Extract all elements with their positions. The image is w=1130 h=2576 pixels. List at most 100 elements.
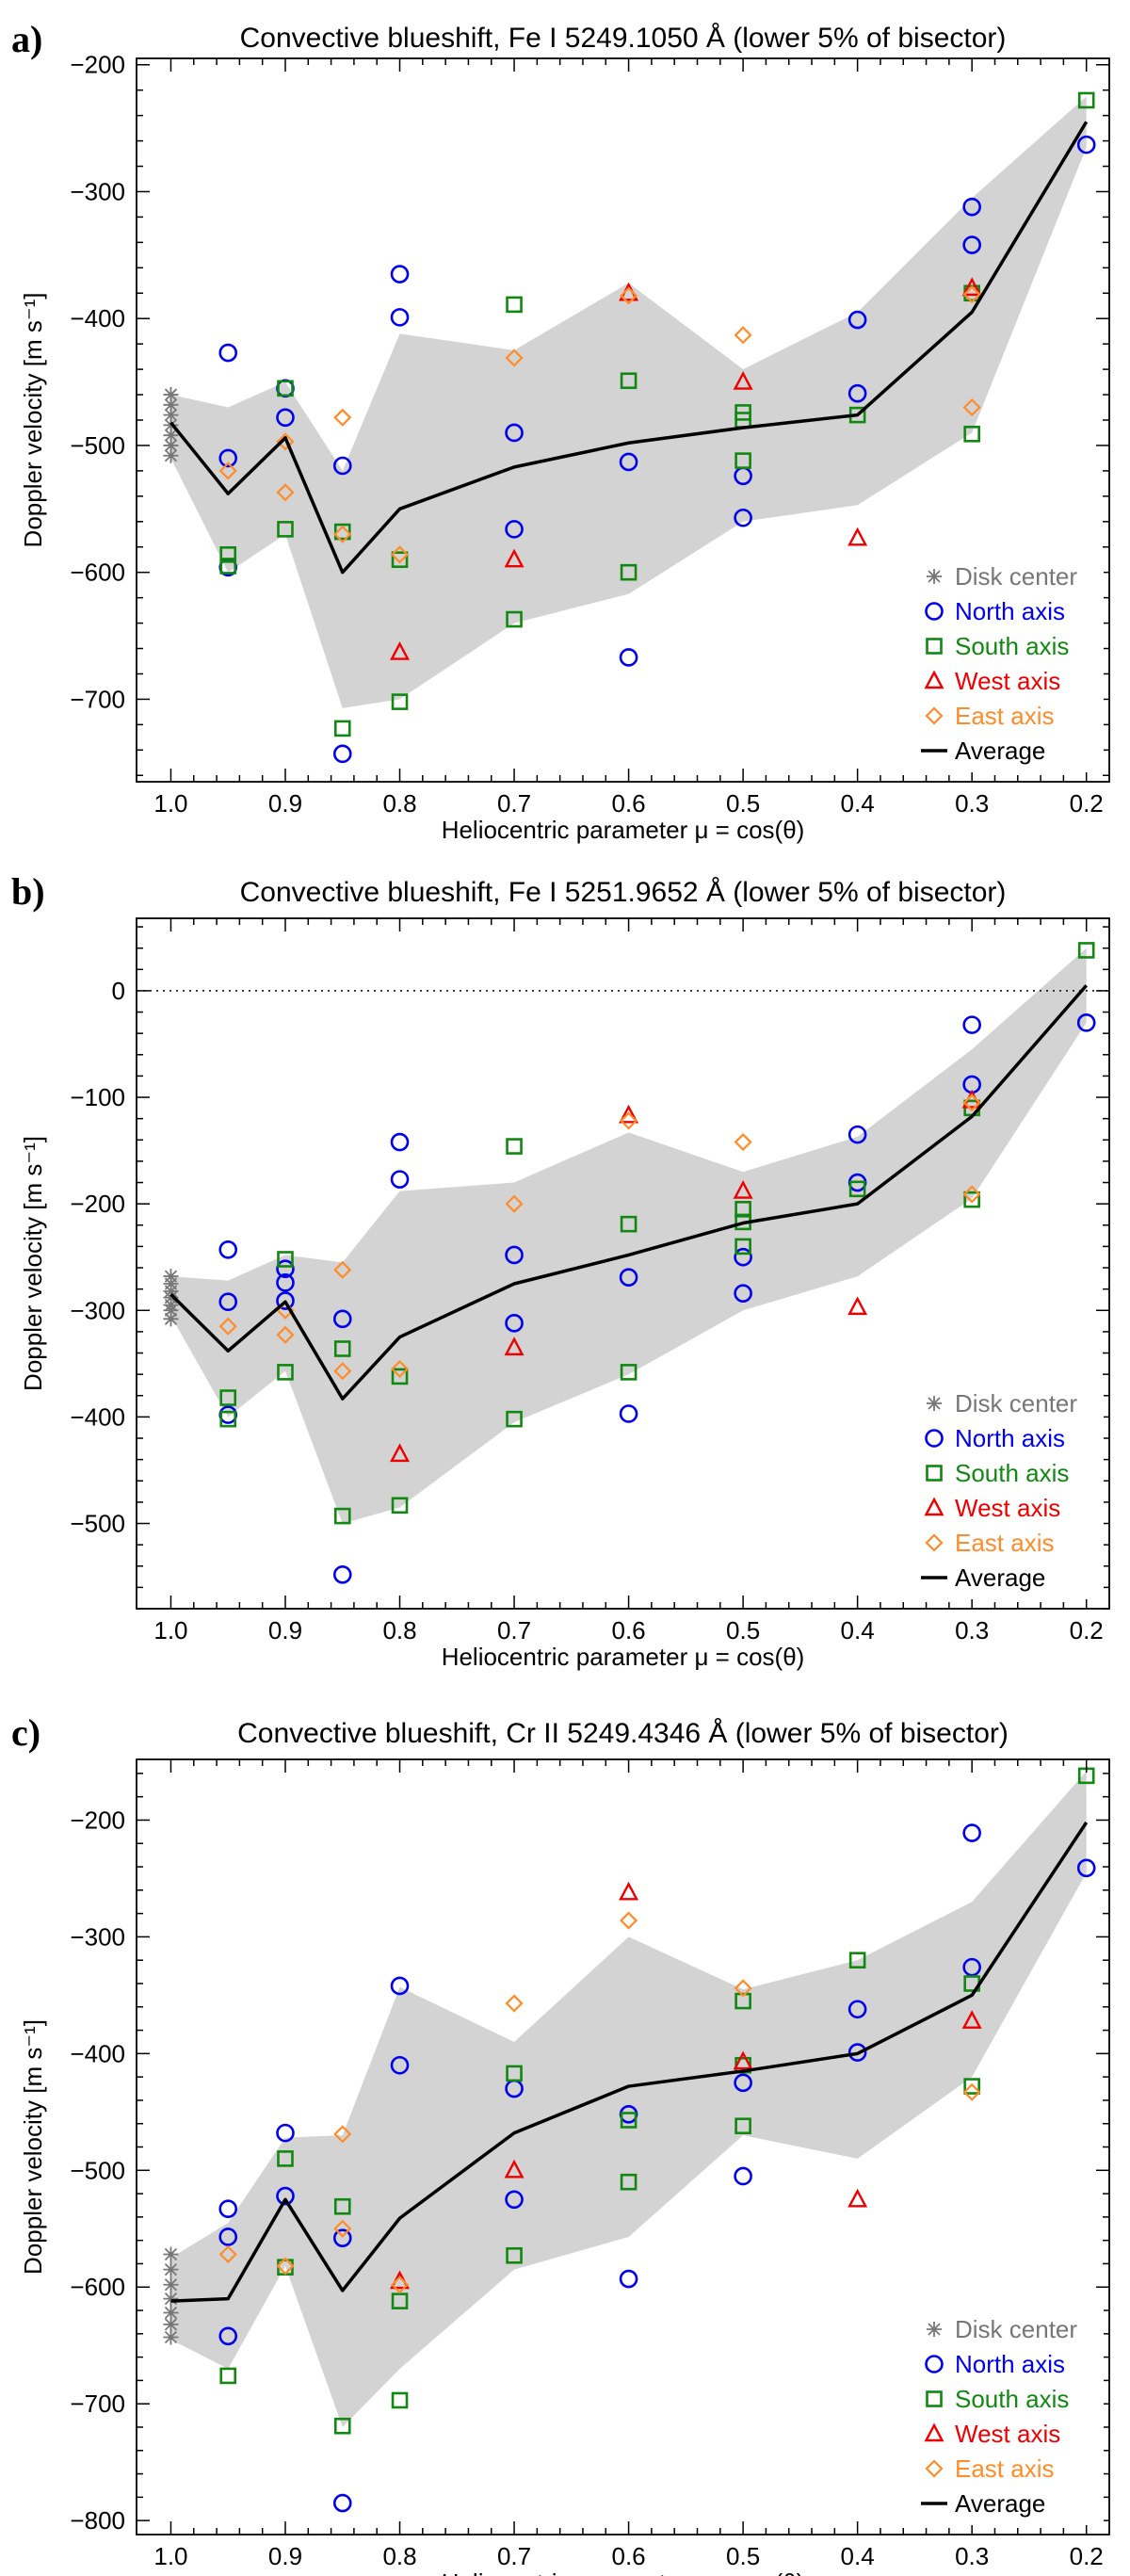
x-tick-label: 1.0 [153,1616,187,1644]
data-point [391,2391,409,2409]
x-tick-label: 0.3 [955,1616,989,1644]
legend-marker [926,1465,943,1482]
data-point [505,2190,524,2210]
data-point [163,1303,179,1319]
data-point [962,397,981,417]
data-point [390,1443,411,1463]
data-point [505,1994,524,2013]
series-disk-center [163,2246,179,2345]
x-tick-label: 0.3 [955,2542,989,2570]
legend-marker [925,602,944,621]
data-point [390,545,410,564]
data-point [333,2219,352,2238]
chart-title: Convective blueshift, Fe I 5251.9652 Å (… [240,877,1007,908]
data-point [390,1976,410,1996]
x-tick-label: 0.3 [955,789,989,818]
data-point [1077,942,1095,959]
y-tick-label: −300 [70,1296,125,1324]
data-point [390,265,410,284]
plot-frame [136,917,1110,1610]
data-point [276,2186,295,2206]
data-point [505,520,524,539]
data-point [276,1273,295,1292]
data-point [218,2199,238,2218]
data-point [620,2173,638,2191]
data-point [619,648,638,667]
series-north-axis [218,1013,1096,1584]
data-point [962,197,981,217]
data-point [163,2316,179,2332]
data-point [390,1359,410,1379]
data-point [733,371,753,390]
x-tick-label: 1.0 [153,789,187,818]
data-point [848,383,867,403]
legend-label: East axis [955,2454,1055,2483]
y-tick-label: −200 [70,51,125,79]
data-point [276,432,295,451]
data-point [163,387,179,403]
legend-label: Disk center [955,562,1077,591]
legend-marker [925,2459,944,2478]
data-point [391,1368,409,1385]
data-point [390,308,410,327]
data-point [218,1239,238,1259]
x-axis-label: Heliocentric parameter μ = cos(θ) [442,1643,805,1671]
data-point [962,235,981,254]
data-point [163,2305,179,2321]
legend-label: South axis [955,2385,1069,2413]
data-point [506,296,523,314]
data-point [848,527,868,546]
data-point [734,508,752,527]
data-point [505,1194,524,1213]
legend-label: North axis [955,2350,1065,2378]
y-tick-label: −500 [70,1510,125,1538]
data-point [333,720,351,737]
series-west-axis [390,1881,982,2290]
y-tick-label: −500 [70,2156,125,2184]
x-tick-label: 0.2 [1070,2542,1104,2570]
data-point [219,1389,237,1406]
data-point [333,1340,351,1357]
legend-label: West axis [955,2420,1060,2448]
data-point [734,1992,751,2010]
data-point [620,1364,638,1381]
scatter-band [170,948,1087,1524]
data-point [506,610,523,628]
data-point [962,1185,981,1204]
y-tick-label: −400 [70,304,125,332]
data-point [333,523,351,541]
y-tick-label: −200 [70,1190,125,1218]
panel-label: c) [11,1711,40,1754]
legend-label: Average [955,737,1045,765]
x-tick-label: 0.5 [726,1616,760,1644]
data-point [391,551,409,569]
series-east-axis [218,1911,981,2294]
x-tick-label: 0.7 [497,2542,531,2570]
data-point [163,1311,179,1327]
data-point [961,277,982,297]
data-point [961,2010,982,2029]
y-tick-label: −300 [70,1922,125,1951]
legend-label: North axis [955,1424,1065,1452]
data-point [218,1317,237,1336]
data-point [390,2276,410,2294]
data-point [163,428,179,444]
data-point [277,1364,294,1381]
chart-title: Convective blueshift, Fe I 5249.1050 Å (… [240,23,1007,54]
data-point [848,2043,867,2062]
data-point [506,1138,523,1155]
chart-panel-2: b) Convective blueshift, Fe I 5251.9652 Å… [11,870,1110,1671]
series-east-axis [218,285,981,564]
legend-label: Average [955,2489,1045,2518]
data-point [734,1284,752,1303]
data-point [390,1170,410,1189]
average-line [170,984,1089,1401]
data-point [163,2261,179,2277]
data-point [848,1952,866,1968]
series-disk-center [163,1269,179,1327]
data-point [1076,135,1096,154]
legend: Disk center North axis South axis West axis… [915,1383,1104,1599]
data-point [734,1247,752,1267]
data-point [962,1015,981,1034]
y-axis-label: Doppler velocity [m s⁻¹] [19,293,47,548]
